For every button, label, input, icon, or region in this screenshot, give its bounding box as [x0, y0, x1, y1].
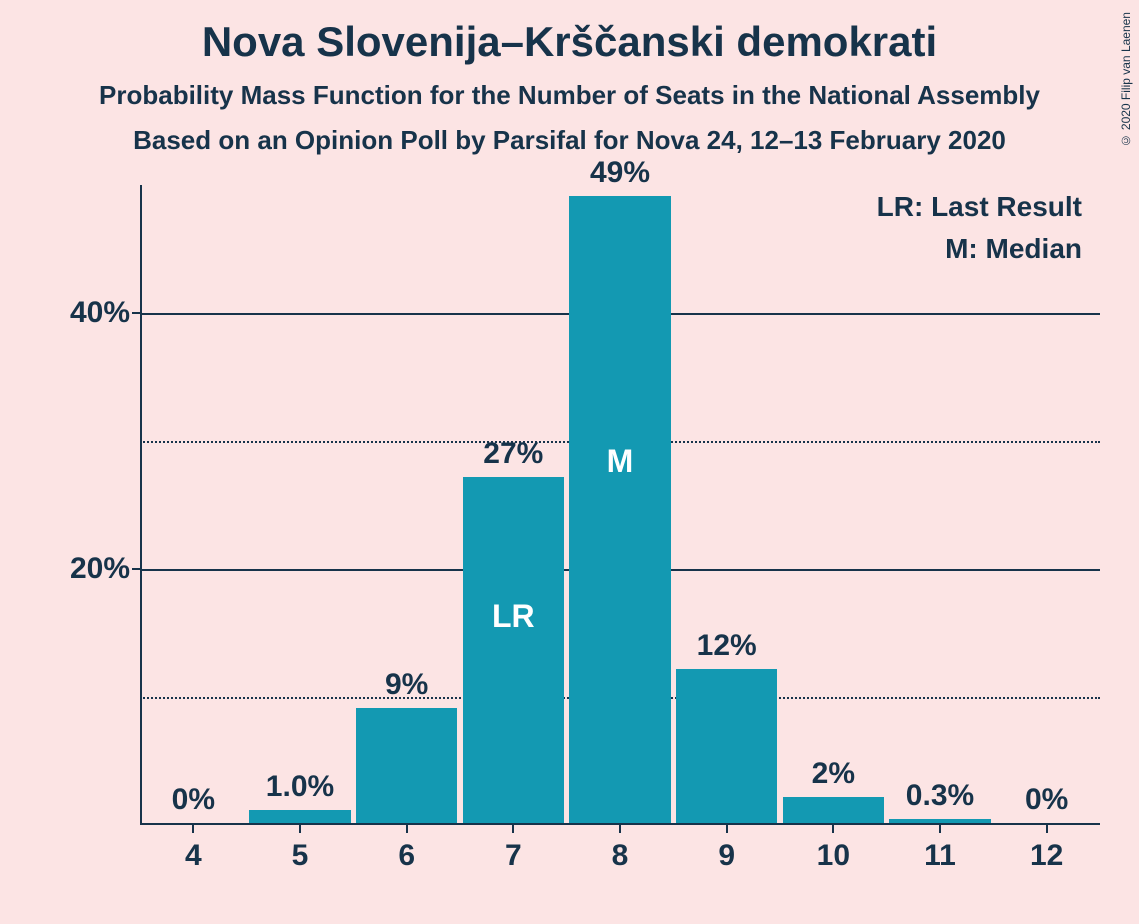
chart-container: LR: Last Result M: Median 40%51.0%69%727…	[40, 185, 1115, 900]
chart-title: Nova Slovenija–Krščanski demokrati	[0, 0, 1139, 66]
x-axis-label: 10	[817, 839, 850, 873]
x-tick	[1046, 825, 1048, 833]
bar-value-label: 0.3%	[906, 779, 974, 813]
x-axis-label: 9	[718, 839, 735, 873]
bar	[676, 669, 777, 823]
y-tick	[132, 568, 140, 570]
plot-area: LR: Last Result M: Median 40%51.0%69%727…	[140, 185, 1100, 825]
bar	[463, 477, 564, 823]
x-tick	[832, 825, 834, 833]
legend-m: M: Median	[877, 233, 1082, 265]
chart-subtitle-2: Based on an Opinion Poll by Parsifal for…	[0, 125, 1139, 156]
y-axis-label: 20%	[40, 552, 130, 586]
x-tick	[406, 825, 408, 833]
bar-value-label: 49%	[590, 156, 650, 190]
bar	[889, 819, 990, 823]
chart-subtitle-1: Probability Mass Function for the Number…	[0, 80, 1139, 111]
bar-value-label: 1.0%	[266, 770, 334, 804]
bar-value-label: 12%	[697, 629, 757, 663]
bar	[249, 810, 350, 823]
x-axis-label: 11	[924, 839, 956, 873]
bar	[356, 708, 457, 823]
x-axis-label: 8	[612, 839, 629, 873]
x-axis-label: 4	[185, 839, 202, 873]
bar	[569, 196, 670, 823]
legend: LR: Last Result M: Median	[877, 191, 1082, 275]
bar-marker-m: M	[607, 443, 634, 480]
x-tick	[939, 825, 941, 833]
bar-value-label: 9%	[385, 668, 428, 702]
x-tick	[299, 825, 301, 833]
bar-value-label: 0%	[1025, 783, 1068, 817]
x-axis-label: 7	[505, 839, 522, 873]
copyright-text: © 2020 Filip van Laenen	[1119, 12, 1133, 147]
bar-value-label: 2%	[812, 757, 855, 791]
bar	[783, 797, 884, 823]
y-axis-label: 40%	[40, 296, 130, 330]
x-tick	[192, 825, 194, 833]
x-tick	[512, 825, 514, 833]
x-axis-label: 6	[398, 839, 415, 873]
x-tick	[619, 825, 621, 833]
y-axis	[140, 185, 142, 825]
x-tick	[726, 825, 728, 833]
bar-value-label: 27%	[483, 437, 543, 471]
bar-marker-lr: LR	[492, 598, 535, 635]
y-tick	[132, 312, 140, 314]
legend-lr: LR: Last Result	[877, 191, 1082, 223]
x-axis-label: 5	[292, 839, 309, 873]
x-axis-label: 12	[1030, 839, 1063, 873]
bar-value-label: 0%	[172, 783, 215, 817]
